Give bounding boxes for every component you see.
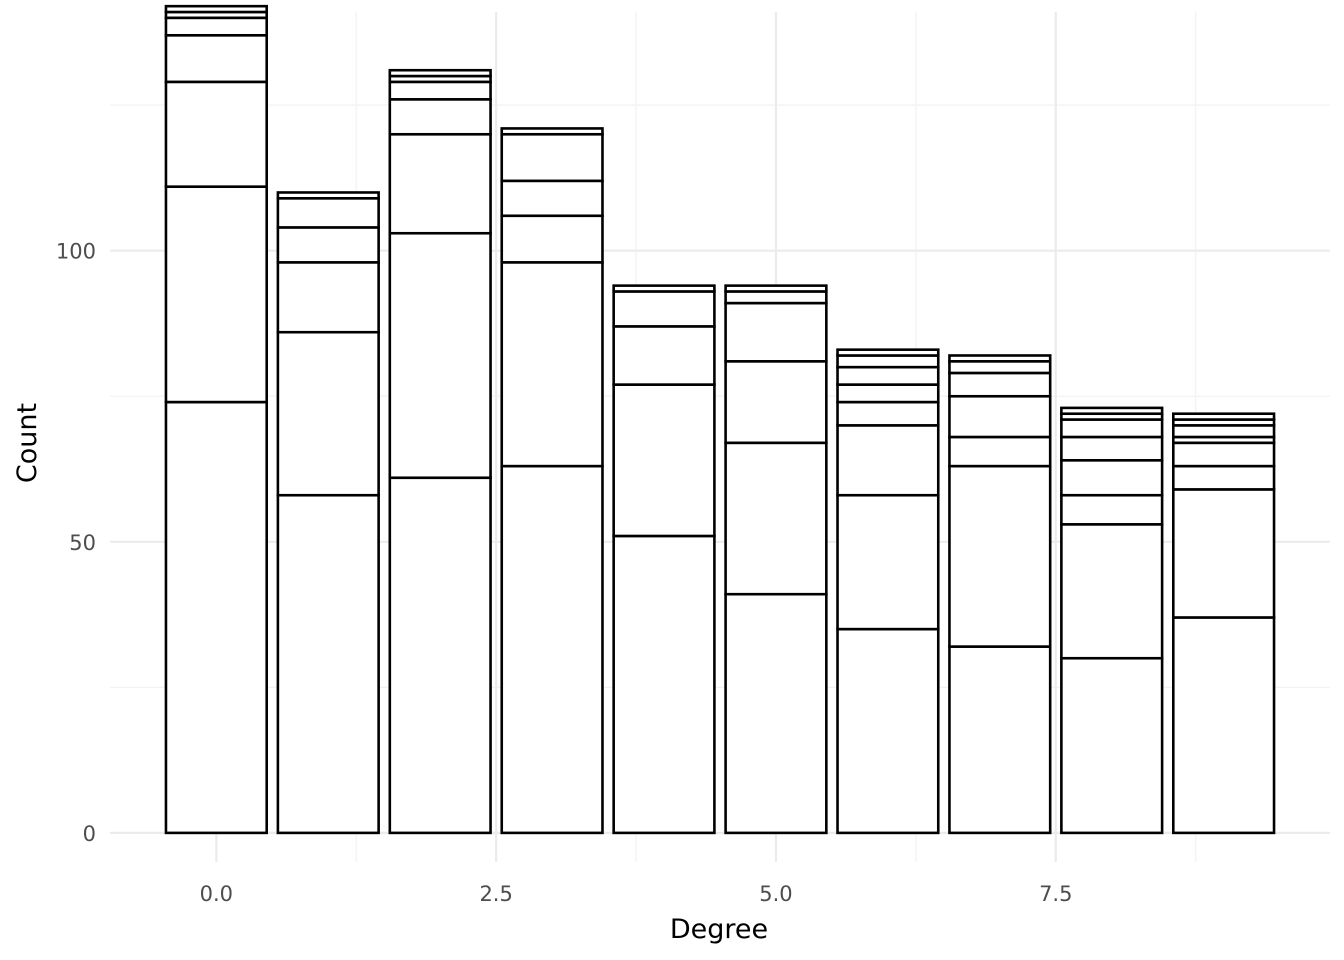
- bar-segment: [164, 16, 268, 37]
- bar-segment: [836, 365, 940, 386]
- x-tick-label: 5.0: [759, 882, 792, 906]
- bar-segment: [500, 127, 604, 136]
- bar-stack: [1172, 412, 1276, 835]
- bar-segment: [724, 360, 828, 445]
- bar-segment: [164, 80, 268, 188]
- y-axis-title: Count: [12, 403, 43, 483]
- bar-segment: [612, 325, 716, 386]
- bar-segment: [1060, 406, 1164, 416]
- bar-stack: [1060, 406, 1164, 835]
- bar-segment: [500, 464, 604, 835]
- bar-segment: [724, 301, 828, 363]
- bar-segment: [276, 197, 380, 229]
- bar-segment: [724, 441, 828, 596]
- bar-segment: [1060, 493, 1164, 526]
- y-axis-ticks: 0 50 100: [56, 240, 96, 846]
- bar-segment: [948, 371, 1052, 398]
- bar-segment: [948, 435, 1052, 468]
- bar-stack: [164, 4, 268, 835]
- bar-segment: [1060, 435, 1164, 462]
- bar-segment: [1172, 616, 1276, 835]
- bar-segment: [836, 348, 940, 357]
- bar-segment: [948, 394, 1052, 439]
- bar-segment: [836, 627, 940, 835]
- bar-segment: [164, 33, 268, 84]
- bar-segment: [1172, 424, 1276, 439]
- bar-segment: [276, 191, 380, 200]
- bar-segment: [388, 98, 492, 136]
- bar-segment: [612, 383, 716, 538]
- bar-segment: [724, 290, 828, 305]
- bar-segment: [388, 231, 492, 480]
- bar-segment: [500, 261, 604, 468]
- bar-segment: [1172, 412, 1276, 421]
- bar-segment: [836, 424, 940, 497]
- bar-stack: [276, 191, 380, 835]
- bar-segment: [836, 400, 940, 427]
- bar-segment: [724, 284, 828, 293]
- x-tick-label: 7.5: [1039, 882, 1072, 906]
- bars: [164, 4, 1276, 835]
- bar-segment: [276, 226, 380, 264]
- bar-segment: [164, 4, 268, 14]
- bar-segment: [612, 534, 716, 835]
- bar-segment: [724, 592, 828, 835]
- bar-segment: [164, 400, 268, 835]
- bar-segment: [1060, 458, 1164, 497]
- y-tick-label: 0: [83, 822, 96, 846]
- bar-stack: [388, 68, 492, 835]
- y-tick-label: 50: [69, 531, 96, 555]
- bar-stack: [836, 348, 940, 835]
- bar-segment: [388, 132, 492, 235]
- bar-stack: [500, 127, 604, 835]
- bar-segment: [1060, 656, 1164, 835]
- bar-segment: [1172, 441, 1276, 468]
- bar-segment: [1060, 418, 1164, 439]
- bar-segment: [948, 360, 1052, 375]
- bar-segment: [276, 261, 380, 334]
- bar-segment: [276, 330, 380, 497]
- bar-segment: [836, 493, 940, 631]
- x-axis-ticks: 0.0 2.5 5.0 7.5: [200, 882, 1073, 906]
- bar-stack: [612, 284, 716, 835]
- bar-segment: [500, 214, 604, 264]
- bar-segment: [1060, 523, 1164, 660]
- bar-segment: [500, 132, 604, 183]
- bar-stack: [948, 354, 1052, 835]
- bar-stack: [724, 284, 828, 835]
- bar-segment: [948, 645, 1052, 835]
- bar-segment: [388, 80, 492, 101]
- bar-segment: [500, 179, 604, 218]
- y-tick-label: 100: [56, 240, 96, 264]
- x-tick-label: 2.5: [479, 882, 512, 906]
- bar-segment: [1172, 464, 1276, 491]
- bar-segment: [612, 290, 716, 328]
- bar-segment: [388, 476, 492, 835]
- x-axis-title: Degree: [670, 914, 768, 945]
- bar-segment: [836, 354, 940, 369]
- bar-segment: [1172, 488, 1276, 619]
- bar-segment: [948, 354, 1052, 363]
- bar-segment: [164, 185, 268, 404]
- bar-segment: [276, 493, 380, 835]
- bar-segment: [612, 284, 716, 293]
- x-tick-label: 0.0: [200, 882, 233, 906]
- bar-segment: [388, 68, 492, 78]
- bar-segment: [836, 383, 940, 404]
- bar-segment: [948, 464, 1052, 648]
